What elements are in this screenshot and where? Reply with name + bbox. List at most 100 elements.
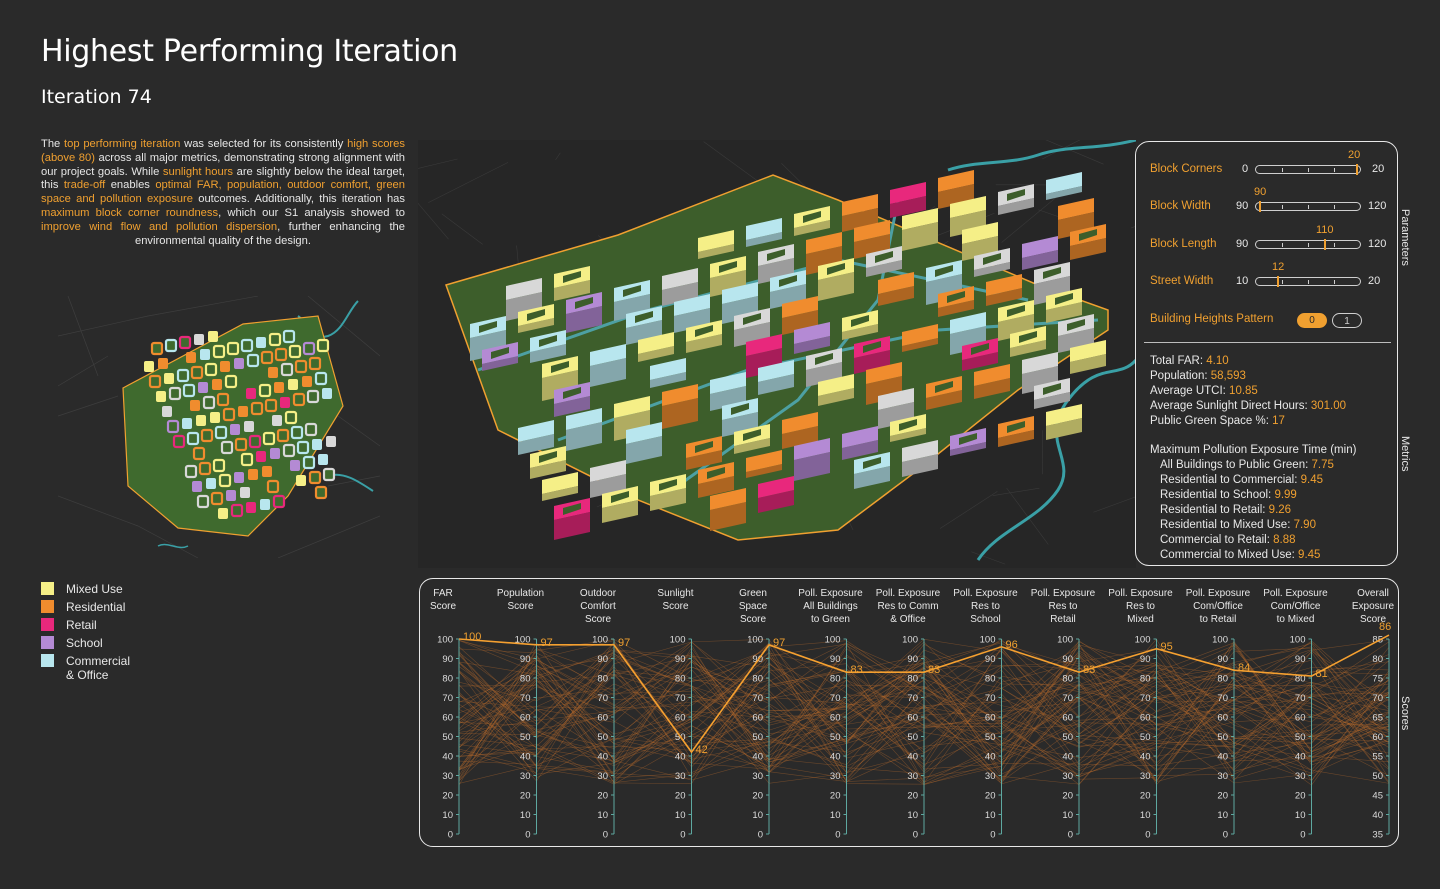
building-side (794, 452, 830, 481)
courtyard (563, 503, 581, 515)
heights-pattern-option-0[interactable]: 0 (1297, 313, 1327, 328)
slider-knob[interactable] (1277, 276, 1279, 287)
block-width-slider[interactable] (1255, 201, 1361, 212)
block-corners-min: 0 (1242, 163, 1249, 175)
map-block (280, 362, 294, 377)
map-block (224, 374, 238, 389)
building-side (698, 244, 734, 259)
tick-label: 70 (1295, 693, 1306, 704)
building-block (554, 266, 590, 301)
panel-divider (1144, 342, 1391, 343)
building-roof (878, 388, 914, 410)
building-side (890, 428, 926, 442)
slider-knob[interactable] (1324, 239, 1326, 250)
axis-title-line: & Office (890, 614, 926, 625)
building-roof (794, 438, 830, 460)
tick-label: 100 (902, 635, 918, 646)
tick-label: 70 (907, 693, 918, 704)
slider-knob[interactable] (1356, 164, 1358, 175)
tick-label: 0 (603, 830, 608, 841)
tick-label: 40 (1295, 752, 1306, 763)
building-block (890, 182, 926, 218)
land-use-legend: Mixed Use Residential Retail School Commerci… (41, 582, 130, 686)
map-block (318, 454, 328, 465)
building-block (638, 332, 674, 362)
tick-label: 40 (907, 752, 918, 763)
courtyard (563, 271, 581, 283)
building-block (1010, 326, 1046, 357)
legend-swatch (41, 654, 54, 667)
building-side (758, 490, 794, 513)
map-block (230, 503, 244, 518)
map-block (164, 373, 174, 384)
pollution-item: Commercial to Retail: 8.88 (1150, 533, 1356, 548)
building-side (902, 222, 938, 251)
building-side (1046, 186, 1082, 200)
map-block (266, 479, 280, 494)
road-line (1006, 487, 1049, 545)
block-corners-slider[interactable] (1255, 164, 1361, 175)
map-block (246, 502, 256, 513)
tick-label: 90 (1295, 654, 1306, 665)
tick-label: 0 (525, 830, 530, 841)
map-block (268, 332, 282, 347)
tick-label: 80 (1217, 674, 1228, 685)
courtyard (971, 343, 989, 355)
legend-item: Retail (41, 618, 130, 632)
map-block (288, 344, 302, 359)
axis-title-line: Mixed (1127, 614, 1154, 625)
building-block (518, 420, 554, 455)
block-length-slider[interactable] (1255, 239, 1361, 250)
building-block (746, 218, 782, 247)
map-block (260, 350, 274, 365)
heights-pattern-option-1[interactable]: 1 (1332, 313, 1362, 328)
description-text: was selected for its consistently (180, 138, 348, 150)
courtyard (827, 263, 845, 275)
building-side (1046, 418, 1082, 440)
map-block (144, 361, 154, 372)
street-width-slider[interactable] (1255, 276, 1361, 287)
courtyard (935, 381, 953, 393)
building-block (1070, 224, 1106, 260)
building-block (974, 364, 1010, 399)
building-block (794, 438, 830, 481)
axis-title-line: to Mixed (1277, 614, 1315, 625)
tick-label: 40 (1217, 752, 1228, 763)
map-block (322, 467, 336, 482)
pollution-list: All Buildings to Public Green: 7.75 Resid… (1150, 458, 1356, 563)
courtyard (935, 265, 953, 277)
road-line (428, 162, 509, 203)
building-roof (1046, 172, 1082, 194)
map-block (314, 485, 328, 500)
axis-title: Poll. Exposure Res to Retail (1031, 588, 1096, 625)
courtyard (623, 285, 641, 297)
tick-label: 10 (1217, 810, 1228, 821)
building-block (746, 450, 782, 478)
map-block (282, 443, 296, 458)
map-block (200, 428, 214, 443)
road-line (1093, 496, 1136, 513)
axonometric-site-map (418, 140, 1136, 568)
description-highlight: improve wind flow and pollution dispersi… (41, 220, 278, 233)
building-side (554, 396, 590, 417)
tick-label: 100 (670, 635, 686, 646)
building-block (974, 248, 1010, 277)
building-roof (746, 218, 782, 240)
building-block (998, 416, 1034, 447)
building-block (938, 286, 974, 317)
building-roof (662, 268, 698, 290)
building-side (950, 442, 986, 456)
building-block (1046, 288, 1082, 323)
axis-12: 35 40 45 50 55 60 65 70 75 80 85 Overall Exposure Sco… (1352, 588, 1395, 841)
slider-knob[interactable] (1259, 201, 1261, 212)
axis-title-line: Poll. Exposure (798, 588, 863, 599)
courtyard (875, 251, 893, 263)
map-block (274, 382, 284, 393)
building-roof (542, 472, 578, 494)
tick-label: 80 (1372, 654, 1383, 665)
tick-label: 40 (1062, 752, 1073, 763)
building-block (566, 292, 602, 333)
building-roof (974, 364, 1010, 386)
building-block (662, 384, 698, 429)
pollution-value: 7.75 (1311, 459, 1334, 471)
